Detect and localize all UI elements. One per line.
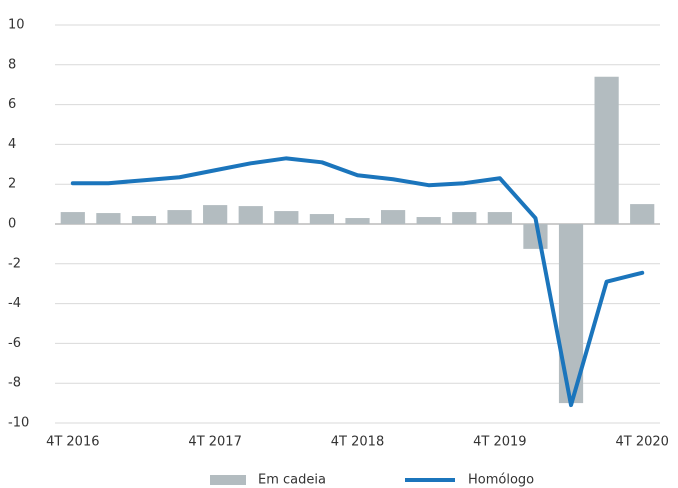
y-tick-label: -4 (8, 296, 21, 311)
bar (416, 217, 441, 224)
bar (380, 210, 406, 224)
x-tick-label: 4T 2019 (473, 435, 526, 450)
legend-label: Homólogo (468, 473, 534, 488)
y-tick-label: 8 (8, 57, 16, 72)
legend-swatch (210, 475, 246, 485)
y-tick-label: -6 (8, 336, 21, 351)
bar (96, 213, 121, 224)
y-tick-label: -8 (8, 376, 21, 391)
y-tick-label: 6 (8, 97, 16, 112)
bar (238, 206, 263, 224)
bar (452, 212, 477, 224)
x-tick-label: 4T 2020 (615, 435, 668, 450)
bar (131, 216, 157, 224)
y-tick-label: 0 (8, 217, 16, 232)
bar (309, 214, 335, 224)
y-tick-label: 2 (8, 177, 16, 192)
y-tick-label: 10 (8, 18, 25, 33)
bar (167, 210, 192, 224)
x-tick-label: 4T 2016 (46, 435, 99, 450)
x-tick-label: 4T 2017 (188, 435, 241, 450)
bar (274, 211, 299, 224)
bar (594, 76, 619, 225)
legend-label: Em cadeia (258, 473, 326, 488)
y-tick-label: 4 (8, 137, 16, 152)
y-tick-label: -2 (8, 256, 21, 271)
line (70, 156, 645, 408)
bar (60, 212, 85, 224)
x-tick-label: 4T 2018 (331, 435, 384, 450)
y-tick-label: -10 (8, 416, 29, 431)
bar (345, 218, 370, 224)
bar (203, 205, 228, 224)
bar (630, 204, 655, 224)
bar (487, 212, 512, 224)
